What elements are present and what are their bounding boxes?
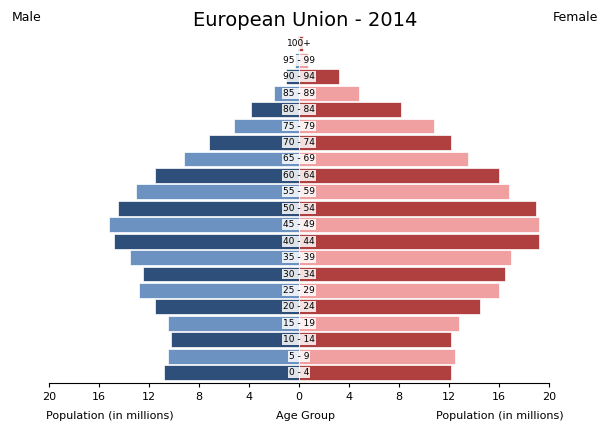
Bar <box>109 217 299 232</box>
Bar <box>299 365 451 380</box>
Bar <box>299 250 511 265</box>
Text: 75 - 79: 75 - 79 <box>283 122 315 130</box>
Bar <box>299 119 434 133</box>
Bar <box>299 37 303 51</box>
Text: 10 - 14: 10 - 14 <box>283 335 315 344</box>
Text: 5 - 9: 5 - 9 <box>289 352 309 361</box>
Bar <box>143 266 299 281</box>
Bar <box>168 316 299 331</box>
Text: 70 - 74: 70 - 74 <box>283 138 315 147</box>
Bar <box>299 184 509 199</box>
Text: European Union - 2014: European Union - 2014 <box>193 11 417 30</box>
Text: 50 - 54: 50 - 54 <box>283 204 315 213</box>
Text: 65 - 69: 65 - 69 <box>283 154 315 164</box>
Text: Population (in millions): Population (in millions) <box>436 411 564 421</box>
Text: 60 - 64: 60 - 64 <box>283 171 315 180</box>
Bar <box>299 102 401 117</box>
Bar <box>139 283 299 298</box>
Text: Population (in millions): Population (in millions) <box>46 411 174 421</box>
Text: 35 - 39: 35 - 39 <box>283 253 315 262</box>
Bar <box>274 86 299 101</box>
Bar <box>299 53 307 68</box>
Bar <box>164 365 299 380</box>
Bar <box>299 217 539 232</box>
Bar <box>299 266 505 281</box>
Bar <box>299 283 499 298</box>
Bar <box>299 168 499 183</box>
Bar <box>295 53 299 68</box>
Text: 90 - 94: 90 - 94 <box>283 72 315 81</box>
Text: 0 - 4: 0 - 4 <box>289 368 309 377</box>
Bar <box>114 234 299 249</box>
Bar <box>155 300 299 314</box>
Text: Female: Female <box>553 11 598 24</box>
Bar <box>299 300 480 314</box>
Text: 80 - 84: 80 - 84 <box>283 105 315 114</box>
Bar <box>184 152 299 166</box>
Text: 20 - 24: 20 - 24 <box>283 302 315 312</box>
Text: Male: Male <box>12 11 42 24</box>
Bar <box>155 168 299 183</box>
Bar <box>130 250 299 265</box>
Bar <box>299 152 468 166</box>
Bar <box>234 119 299 133</box>
Bar <box>136 184 299 199</box>
Bar <box>299 201 537 215</box>
Bar <box>299 332 451 347</box>
Bar <box>251 102 299 117</box>
Text: 45 - 49: 45 - 49 <box>283 220 315 229</box>
Text: 15 - 19: 15 - 19 <box>283 319 315 328</box>
Text: 30 - 34: 30 - 34 <box>283 269 315 278</box>
Text: 40 - 44: 40 - 44 <box>283 237 315 246</box>
Bar <box>171 332 299 347</box>
Text: 85 - 89: 85 - 89 <box>283 89 315 98</box>
Bar <box>299 349 455 364</box>
Text: 25 - 29: 25 - 29 <box>283 286 315 295</box>
Bar <box>299 316 459 331</box>
Text: 95 - 99: 95 - 99 <box>283 56 315 65</box>
Bar <box>299 69 339 84</box>
Text: 100+: 100+ <box>287 40 311 48</box>
Text: 55 - 59: 55 - 59 <box>283 187 315 196</box>
Bar <box>298 37 299 51</box>
Bar <box>118 201 299 215</box>
Bar <box>168 349 299 364</box>
Bar <box>299 135 451 150</box>
Bar <box>299 86 359 101</box>
Bar <box>287 69 299 84</box>
Bar <box>299 234 539 249</box>
Text: Age Group: Age Group <box>276 411 334 421</box>
Bar <box>209 135 299 150</box>
